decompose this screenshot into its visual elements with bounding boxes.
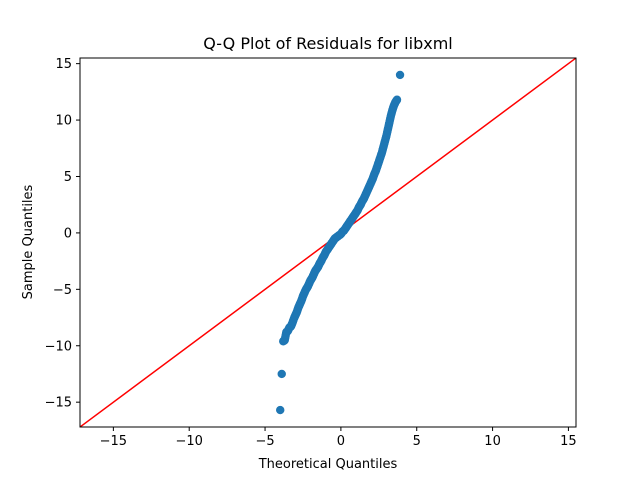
plot-frame [79, 57, 577, 428]
x-tick-label: 0 [337, 434, 345, 449]
data-point [276, 405, 285, 415]
y-tick-label: −5 [53, 283, 72, 298]
chart-title: Q-Q Plot of Residuals for libxml [203, 34, 452, 53]
y-tick-label: 10 [55, 114, 72, 129]
data-point [392, 95, 402, 104]
plot-area [80, 58, 576, 427]
plot-content [80, 58, 576, 427]
y-tick-label: −10 [45, 339, 72, 354]
x-tick-label: −15 [100, 434, 127, 449]
y-tick-label: 0 [64, 226, 72, 241]
y-tick-label: −15 [45, 396, 72, 411]
y-tick-label: 5 [64, 170, 72, 185]
data-point [395, 70, 405, 80]
y-tick-label: 15 [55, 57, 72, 72]
x-tick-label: −10 [175, 434, 202, 449]
x-axis-label: Theoretical Quantiles [258, 457, 398, 472]
y-axis-label: Sample Quantiles [21, 184, 36, 299]
x-tick-label: 10 [484, 434, 501, 449]
y-axis: −15 −10 −5 0 5 10 15 [45, 57, 80, 411]
scatter-points [276, 70, 405, 415]
x-tick-label: 5 [413, 434, 421, 449]
x-tick-label: −5 [255, 434, 274, 449]
data-point [277, 369, 286, 379]
x-axis: −15 −10 −5 0 5 10 15 [100, 427, 577, 449]
x-tick-label: 15 [560, 434, 577, 449]
